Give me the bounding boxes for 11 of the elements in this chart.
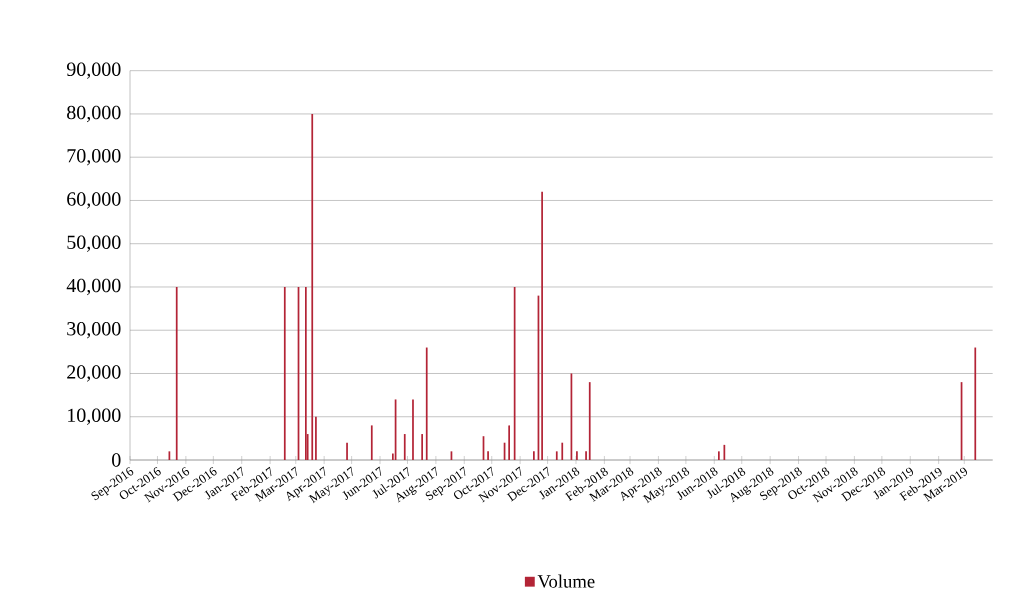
y-tick-label: 70,000 — [67, 149, 121, 166]
y-tick-label: 40,000 — [66, 278, 121, 296]
y-tick-label: 80,000 — [67, 105, 121, 123]
y-tick-label: 30,000 — [67, 322, 121, 339]
y-tick-label: 60,000 — [67, 192, 121, 209]
legend-label: Volume — [537, 574, 595, 588]
y-tick-label: 90,000 — [66, 62, 121, 79]
y-tick-label: 20,000 — [67, 365, 121, 382]
y-tick-label: 0 — [112, 453, 121, 467]
y-tick-label: 50,000 — [67, 235, 121, 252]
y-tick-label: 10,000 — [68, 408, 121, 425]
